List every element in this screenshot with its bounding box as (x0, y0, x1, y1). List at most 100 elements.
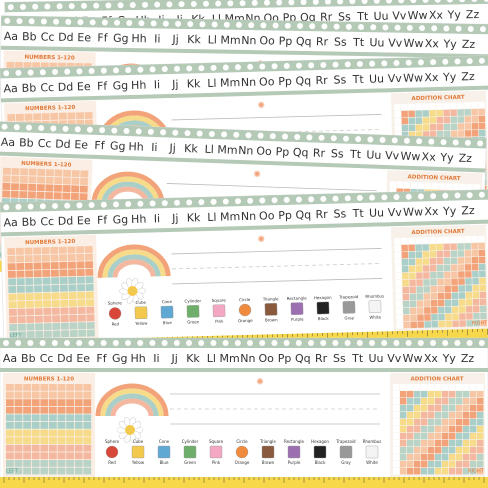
number-cell (23, 391, 31, 399)
addition-cell (463, 419, 470, 426)
addition-cell (401, 110, 408, 118)
number-cell (25, 293, 34, 301)
number-cell (49, 437, 57, 444)
number-cell (69, 314, 78, 322)
addition-cell (431, 307, 438, 314)
shape-color: White (369, 314, 381, 319)
border-dot (3, 70, 10, 77)
shape-name: Cube (136, 300, 147, 305)
border-dot (320, 195, 327, 202)
number-cell (57, 437, 66, 444)
mid-border (0, 151, 486, 173)
shape-color: Blue (163, 320, 173, 325)
numbers-title: NUMBERS 1-120 (24, 55, 74, 62)
addition-cell (435, 426, 442, 433)
border-dot (137, 340, 144, 346)
addition-cell (437, 278, 444, 286)
number-cell (59, 284, 68, 292)
number-cell (51, 300, 60, 308)
addition-cell (423, 286, 431, 293)
addition-cell (401, 251, 409, 259)
addition-cell (429, 124, 437, 131)
border-dot (52, 202, 59, 209)
number-cell (26, 331, 35, 339)
addition-cell (438, 320, 445, 328)
addition-cell (422, 244, 429, 251)
shape-name: Square (209, 439, 224, 444)
alphabet-letter: Uu (369, 36, 384, 49)
mid-border (0, 219, 488, 237)
addition-cell (450, 257, 458, 265)
alphabet-letter: Ll (207, 211, 217, 224)
addition-cell (457, 102, 464, 109)
addition-cell (464, 130, 472, 137)
alphabet-letter: Ff (96, 352, 107, 365)
border-dot (221, 131, 228, 138)
alphabet-letter: Qq (293, 146, 309, 160)
addition-cell (408, 265, 416, 273)
addition-cell (428, 419, 435, 426)
number-cell (14, 444, 23, 452)
border-dot (15, 69, 22, 76)
addition-cell (400, 433, 407, 440)
number-cell (58, 112, 67, 120)
addition-cell (464, 102, 471, 109)
addition-cell (394, 117, 402, 125)
border-dot (76, 202, 83, 209)
number-cell (57, 391, 66, 399)
addition-cell (407, 468, 414, 475)
addition-cell (421, 426, 428, 433)
addition-cell (423, 300, 431, 307)
border-dot (410, 0, 417, 4)
number-cell (74, 437, 83, 444)
alphabet-letter: Ww (403, 352, 423, 365)
addition-cell (421, 454, 428, 461)
border-dot (345, 23, 352, 30)
border-dot (417, 193, 424, 200)
border-dot (393, 340, 400, 346)
border-dot (15, 203, 22, 210)
number-cell (9, 316, 18, 324)
number-cell (51, 284, 60, 292)
alphabet-letter: Gg (112, 213, 128, 226)
addition-cell (443, 264, 451, 272)
border-dot (211, 21, 218, 28)
number-cell (14, 467, 23, 475)
addition-cell (449, 398, 456, 405)
number-cell (85, 261, 94, 269)
number-cell (24, 262, 33, 270)
addition-cell (400, 468, 407, 475)
alphabet-letter: Ll (208, 33, 217, 46)
addition-cell (463, 426, 470, 433)
addition-cell (479, 270, 486, 278)
addition-cell (423, 272, 430, 279)
border-dot (344, 195, 351, 202)
alphabet-letter: Cc (40, 215, 54, 228)
number-cell (34, 292, 43, 300)
rainbow-arc (97, 244, 171, 278)
addition-cell (407, 447, 414, 454)
alphabet-letter: Qq (295, 208, 311, 221)
border-dot (452, 139, 459, 146)
addition-title: ADDITION CHART (411, 229, 464, 236)
alphabet-letter: Pp (278, 352, 292, 365)
number-cell (52, 330, 61, 338)
addition-cell (442, 447, 449, 454)
addition-cell (457, 130, 465, 137)
border-dot (27, 203, 34, 210)
addition-cell (472, 291, 480, 299)
number-cell (54, 177, 63, 185)
number-cell (6, 429, 14, 437)
border-dot (318, 134, 325, 141)
shape-name: Cone (162, 299, 173, 304)
border-dot (161, 200, 168, 207)
addition-cell (465, 306, 473, 313)
addition-cell (470, 426, 477, 433)
number-cell (83, 399, 92, 406)
addition-cell (436, 109, 443, 117)
border-dot (149, 66, 156, 73)
shape-name: Circle (236, 439, 248, 444)
addition-cell (473, 319, 480, 327)
number-cell (79, 185, 88, 193)
